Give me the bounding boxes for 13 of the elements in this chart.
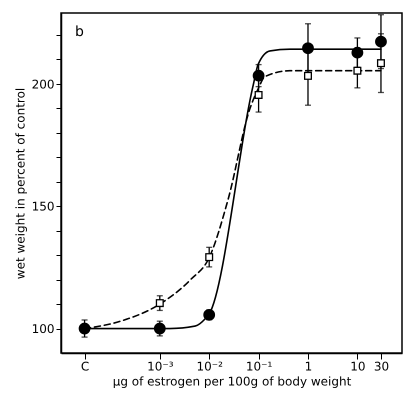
x-tick-label: 10⁻¹ bbox=[246, 360, 272, 374]
y-tick-label: 100 bbox=[32, 322, 54, 336]
x-tick-label: 1 bbox=[304, 360, 312, 374]
x-tick-label: 30 bbox=[374, 360, 390, 374]
x-tick-label: 10⁻³ bbox=[147, 360, 174, 374]
y-axis-title: wet weight in percent of control bbox=[14, 88, 28, 280]
x-axis-title: µg of estrogen per 100g of body weight bbox=[112, 374, 352, 388]
y-tick-label: 200 bbox=[32, 77, 54, 92]
x-tick-label: C bbox=[80, 360, 90, 374]
y-tick-label: 150 bbox=[32, 200, 54, 214]
x-tick-label: 10⁻² bbox=[196, 360, 224, 374]
annotation: b bbox=[75, 24, 84, 40]
x-tick-label: 10 bbox=[350, 360, 366, 374]
